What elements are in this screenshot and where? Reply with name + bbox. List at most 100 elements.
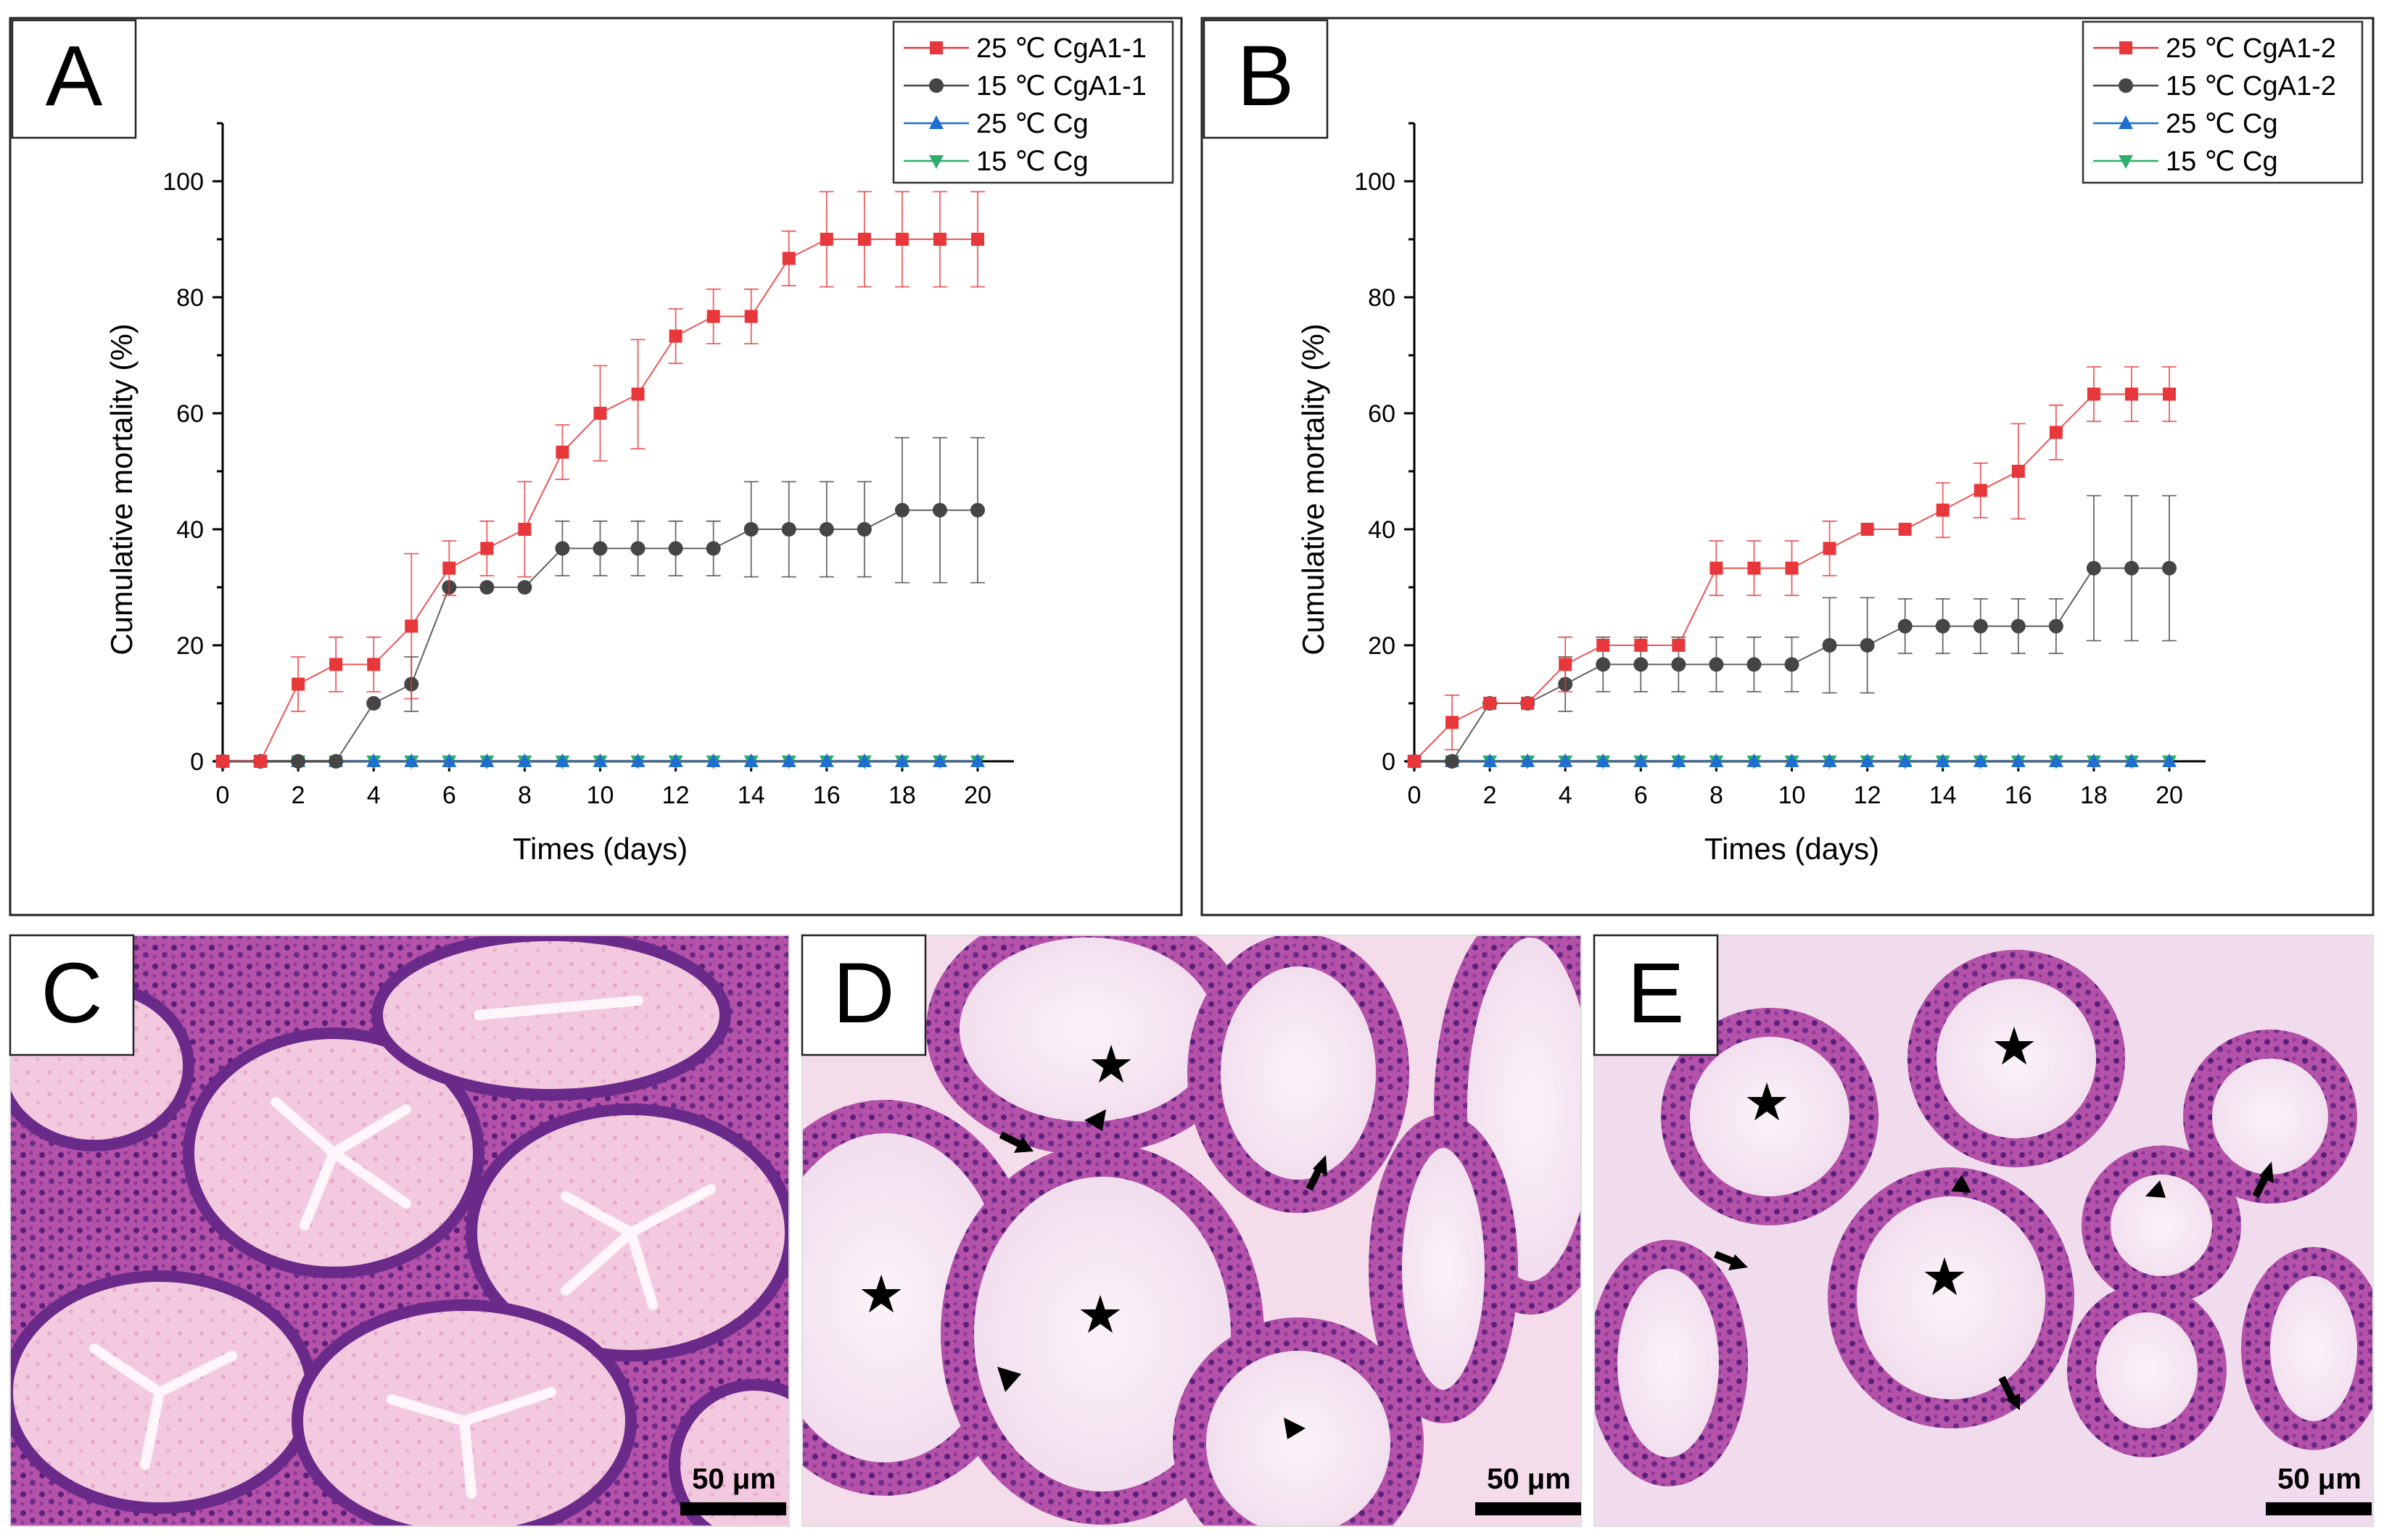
chart-a-y-axis-label: Cumulative mortality (%) <box>104 323 139 655</box>
chart-a-y-tick-label: 20 <box>176 632 204 660</box>
chart-a-point <box>970 753 985 767</box>
chart-b-point <box>2124 560 2139 576</box>
chart-b-point <box>1671 753 1686 767</box>
chart-a-legend-label: 15 ℃ CgA1-1 <box>976 71 1147 102</box>
chart-b-point <box>1445 754 1460 769</box>
chart-b-x-tick-label: 4 <box>1559 782 1572 809</box>
chart-b-point <box>1633 753 1649 767</box>
chart-b-point <box>1936 503 1950 517</box>
chart-b-point <box>1784 657 1799 672</box>
chart-a-point <box>329 754 344 769</box>
scale-bar-c-label: 50 μm <box>692 1463 776 1495</box>
chart-b-x-axis-label: Times (days) <box>1704 832 1879 866</box>
chart-a-point <box>593 407 607 420</box>
chart-a-legend-label: 25 ℃ CgA1-1 <box>976 33 1147 64</box>
chart-b-point <box>1973 484 1987 497</box>
chart-a-point <box>216 755 229 768</box>
chart-a-point <box>857 753 872 767</box>
chart-b-point <box>1672 639 1686 652</box>
chart-a-point <box>479 580 495 595</box>
chart-a-x-tick-label: 10 <box>587 782 614 809</box>
chart-a-point <box>895 233 909 246</box>
chart-b-legend-item: 15 ℃ Cg <box>2093 146 2278 177</box>
chart-b-point <box>2048 618 2063 634</box>
chart-a-legend-label: 15 ℃ Cg <box>976 146 1089 177</box>
chart-a-point <box>820 233 833 246</box>
chart-b-legend-label: 15 ℃ Cg <box>2166 146 2278 177</box>
chart-a-point <box>857 233 871 246</box>
chart-a-point <box>894 753 910 767</box>
chart-a-legend: 25 ℃ CgA1-1 15 ℃ CgA1-1 25 ℃ Cg 15 ℃ Cg <box>892 20 1174 184</box>
chart-b-point <box>1709 753 1724 767</box>
chart-b-point <box>2163 387 2176 401</box>
chart-b-point <box>1709 561 1723 575</box>
chart-a-x-tick-label: 12 <box>662 782 690 809</box>
chart-a-x-tick-label: 6 <box>442 782 456 809</box>
chart-b-x-tick-label: 2 <box>1483 782 1497 809</box>
chart-a-x-tick-label: 18 <box>888 782 916 809</box>
panel-a-label: A <box>46 28 103 124</box>
chart-a-x-tick-label: 20 <box>964 782 991 809</box>
chart-a-legend-marker <box>929 78 944 93</box>
chart-a-legend-item: 25 ℃ Cg <box>904 109 1089 139</box>
chart-b-y-tick-label: 20 <box>1368 632 1395 660</box>
chart-b-point <box>1633 657 1649 672</box>
scale-bar-d-label: 50 μm <box>1487 1463 1571 1495</box>
chart-a-point <box>555 753 570 767</box>
panel-e-label: E <box>1628 945 1685 1041</box>
chart-b-x-tick-label: 12 <box>1854 782 1881 809</box>
svg-text:★: ★ <box>1991 1018 2038 1076</box>
chart-a-point <box>367 658 381 671</box>
chart-b-point <box>2086 753 2101 767</box>
scale-bar-e <box>2266 1502 2372 1515</box>
chart-b-point <box>1822 638 1837 653</box>
chart-a-legend-marker <box>930 41 943 54</box>
chart-a-point <box>706 753 721 767</box>
chart-a-y-tick-label: 80 <box>176 284 204 312</box>
stars-e: ★ ★ ★ <box>1744 1018 2038 1307</box>
chart-a-point <box>819 753 834 767</box>
panel-e-micrograph: ★ ★ ★ E 50 μm <box>1593 934 2374 1527</box>
chart-a-x-tick-label: 0 <box>216 782 230 809</box>
panel-c-frame <box>9 935 790 1527</box>
chart-a-x-tick-label: 16 <box>813 782 841 809</box>
arrows-e <box>1714 1162 2274 1410</box>
chart-b-point <box>1860 523 1874 536</box>
chart-b-legend-item: 25 ℃ CgA1-2 <box>2093 33 2336 64</box>
chart-a-point <box>819 522 834 537</box>
chart-b-y-tick-label: 40 <box>1368 516 1395 544</box>
chart-b-point <box>1520 753 1535 767</box>
chart-a-legend-item: 15 ℃ CgA1-1 <box>904 71 1147 102</box>
chart-b-point <box>2162 753 2177 767</box>
chart-a-legend-item: 15 ℃ Cg <box>904 146 1089 177</box>
chart-a-point <box>442 561 456 575</box>
panel-b-label-box <box>1203 19 1329 139</box>
svg-text:★: ★ <box>1744 1074 1791 1132</box>
chart-b-point <box>2124 753 2139 767</box>
chart-b-point <box>1784 753 1799 767</box>
chart-a-point <box>366 696 381 711</box>
chart-b-x-tick-label: 8 <box>1709 782 1723 809</box>
chart-b-series-1 <box>1407 494 2177 769</box>
chart-b-y-tick-label: 80 <box>1368 284 1395 312</box>
chart-b-x-tick-label: 10 <box>1778 782 1806 809</box>
panel-b: B 0 2 4 6 8 10 12 14 16 18 20 0 20 40 60 80 100 Times (da… <box>1200 17 2375 916</box>
chart-b-point <box>2010 753 2026 767</box>
panel-c-label: C <box>41 945 102 1041</box>
chart-a-point <box>706 541 721 556</box>
chart-b-point <box>1634 639 1648 652</box>
chart-b-point <box>1973 753 1988 767</box>
svg-text:★: ★ <box>1088 1036 1135 1094</box>
chart-b-point <box>1483 697 1497 710</box>
chart-b-point <box>1785 561 1799 575</box>
chart-a-point <box>555 541 570 556</box>
chart-b-series-0 <box>1408 366 2177 768</box>
chart-b-point <box>1596 657 1611 672</box>
panel-d-label: D <box>833 945 894 1041</box>
tubules-e <box>1594 950 2373 1486</box>
panel-e-label-box <box>1593 934 1719 1056</box>
chart-b-legend-item: 25 ℃ Cg <box>2093 109 2278 139</box>
chart-a-y-tick-label: 100 <box>162 168 204 196</box>
chart-b-x-tick-label: 18 <box>2080 782 2108 809</box>
